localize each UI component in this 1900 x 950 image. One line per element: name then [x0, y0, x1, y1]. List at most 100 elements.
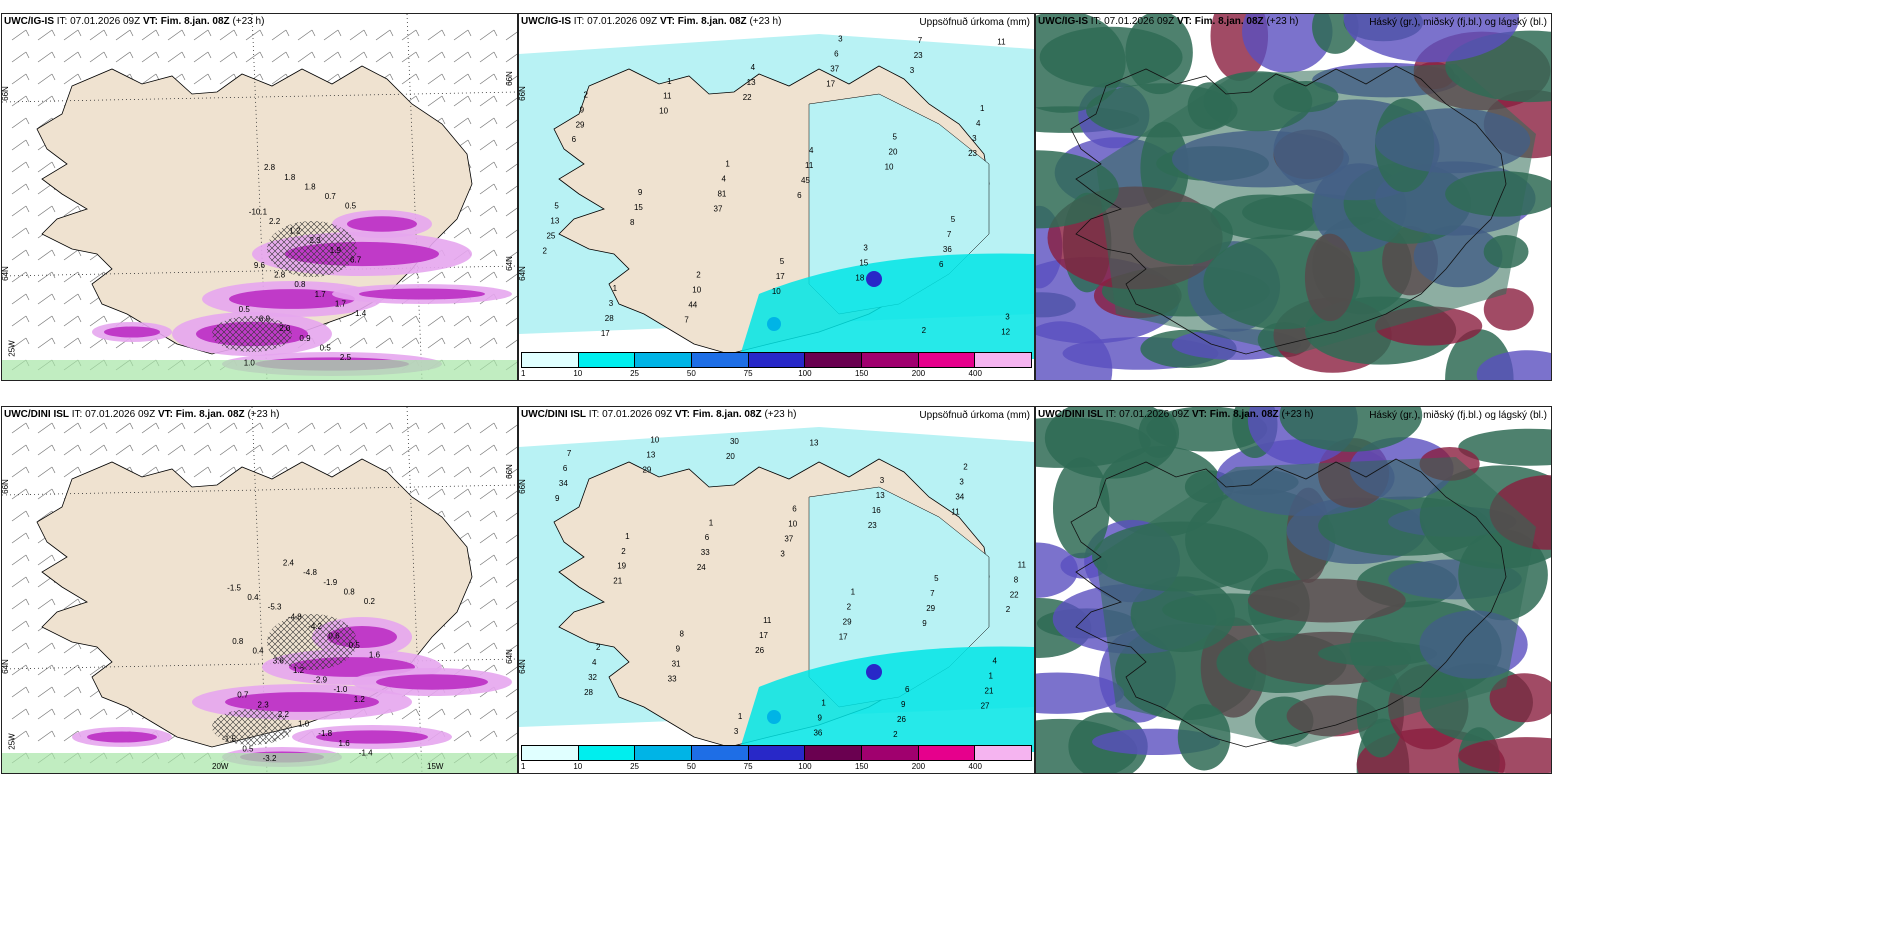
colorbar-tick: 100 — [798, 369, 812, 378]
wind-barb — [453, 488, 472, 500]
wind-barb — [37, 730, 56, 742]
field-value-label: -1.5 — [227, 583, 241, 592]
precip-value-label: 2 — [621, 547, 626, 556]
wind-barb — [401, 444, 420, 456]
lead-time: (+23 h) — [1266, 16, 1299, 27]
wind-barb — [11, 730, 30, 742]
wind-barb — [401, 708, 420, 720]
wind-barb — [505, 512, 517, 522]
issue-time: 07.01.2026 09Z — [70, 16, 141, 27]
precip-value-label: 2 — [847, 602, 852, 611]
wind-barb — [11, 422, 30, 434]
valid-time: Fim. 8.jan. 08Z — [175, 409, 245, 420]
precip-value-label: 12 — [1001, 328, 1010, 337]
precip-value-label: 13 — [747, 78, 756, 87]
precip-max — [866, 271, 882, 287]
precip-value-label: 1 — [709, 518, 714, 527]
wind-barb — [167, 51, 186, 63]
precip-value-label: 28 — [584, 688, 593, 697]
colorbar-tick: 400 — [968, 369, 982, 378]
wind-barb — [219, 51, 238, 63]
wind-barb — [453, 73, 472, 85]
colorbar-swatch — [578, 746, 636, 760]
wind-barb — [479, 576, 498, 588]
valid-time: Fim. 8.jan. 08Z — [1209, 409, 1279, 420]
wind-barb — [479, 532, 498, 544]
field-value-label: 0.5 — [349, 641, 361, 650]
hatched-area — [212, 709, 292, 745]
precip-value-label: 4 — [721, 174, 726, 183]
wind-barb — [37, 598, 56, 610]
wind-barb — [349, 337, 368, 349]
field-value-label: 2.3 — [258, 700, 270, 709]
wind-barb — [453, 51, 472, 63]
precip-value-label: 4 — [809, 146, 814, 155]
valid-time-label: VT: — [157, 409, 173, 420]
latitude-label: 66N — [1, 86, 10, 101]
precip-value-label: 25 — [546, 231, 555, 240]
colorbar-tick: 150 — [854, 369, 869, 378]
wind-barb — [89, 422, 108, 434]
panel-header: UWC/IG-IS IT: 07.01.2026 09Z VT: Fim. 8.… — [1038, 16, 1298, 27]
wind-barb — [323, 337, 342, 349]
wind-barb — [453, 29, 472, 41]
wind-barb — [193, 29, 212, 41]
precip-value-label: 1 — [738, 712, 743, 721]
wind-barb — [453, 510, 472, 522]
precip-value-label: 7 — [930, 589, 935, 598]
precip-value-label: 6 — [939, 260, 944, 269]
longitude-label: 20W — [212, 762, 229, 771]
wind-barb — [297, 444, 316, 456]
precip-value-label: 32 — [588, 673, 597, 682]
wind-barb — [453, 730, 472, 742]
field-value-label: -10.1 — [249, 207, 268, 216]
precip-value-label: 21 — [985, 686, 994, 695]
wind-barb — [141, 73, 160, 85]
precip-core — [104, 326, 160, 338]
wind-barb — [427, 29, 446, 41]
field-value-label: 0.5 — [239, 305, 251, 314]
wind-barb — [427, 73, 446, 85]
issue-time: 07.01.2026 09Z — [1104, 16, 1175, 27]
longitude-label: 25W — [7, 733, 17, 750]
colorbar-swatch — [578, 353, 636, 367]
wind-barb — [505, 534, 517, 544]
precip-value-label: 3 — [609, 299, 614, 308]
cloud-high-core — [1096, 457, 1536, 747]
precip-value-label: 11 — [763, 616, 772, 625]
wind-barb — [427, 337, 446, 349]
field-value-label: -2.9 — [313, 676, 327, 685]
wind-barb — [479, 642, 498, 654]
wind-barb — [479, 554, 498, 566]
wind-barb — [245, 444, 264, 456]
wind-barb — [193, 51, 212, 63]
precip-value-label: 34 — [955, 493, 964, 502]
precip-value-label: 3 — [972, 134, 977, 143]
wind-barb — [401, 422, 420, 434]
wind-barb — [375, 29, 394, 41]
field-value-label: 9.6 — [254, 261, 266, 270]
wind-barb — [63, 708, 82, 720]
map-panel-p5: 3 4 1 1 1 2 2 1 1 5 7 8 6 6 11 10 11 13 1 2 3 2 3 4 6 9 7 6 9 10 9 8 13 1… — [518, 406, 1035, 774]
precip-value-label: 27 — [981, 701, 990, 710]
cloud-cover-blob — [1458, 428, 1551, 466]
precip-value-label: 6 — [797, 191, 802, 200]
cloud-cover-blob — [1036, 321, 1113, 380]
wind-barb — [505, 600, 517, 610]
wind-barb — [141, 466, 160, 478]
wind-barb — [453, 422, 472, 434]
wind-barb — [479, 205, 498, 217]
precip-value-label: 3 — [838, 35, 843, 44]
wind-barb — [479, 161, 498, 173]
colorbar-tick: 25 — [630, 369, 639, 378]
field-value-label: 2.2 — [278, 710, 290, 719]
precip-value-label: 2 — [1006, 605, 1011, 614]
field-value-label: 0.8 — [344, 587, 356, 596]
wind-barb — [63, 271, 82, 283]
colorbar-tick: 100 — [798, 762, 812, 771]
wind-barb — [115, 51, 134, 63]
wind-barb — [89, 29, 108, 41]
valid-time: Fim. 8.jan. 08Z — [692, 409, 762, 420]
colorbar-swatch — [975, 353, 1032, 367]
wind-barb — [401, 73, 420, 85]
